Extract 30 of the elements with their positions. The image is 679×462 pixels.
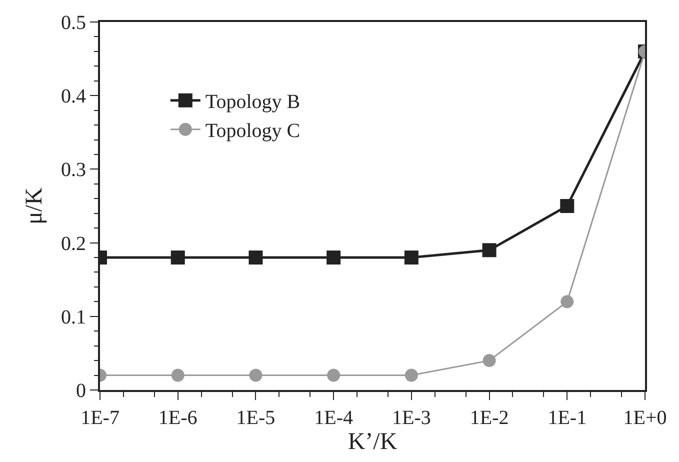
y-tick-label: 0.4 [61,86,86,108]
y-axis-title: μ/K [22,186,48,224]
x-axis-title: K’/K [348,429,398,455]
y-tick-label: 0.2 [61,232,86,255]
point [248,250,263,265]
x-tick-label: 1E-4 [314,407,354,429]
point [404,368,418,382]
legend-label: Topology C [205,120,300,142]
y-tick-label: 0 [76,380,86,402]
x-tick-label: 1E+0 [623,407,667,429]
legend-label: Topology B [205,91,300,114]
x-tick-label: 1E-7 [80,407,120,429]
x-tick-label: 1E-1 [548,407,587,429]
point [327,368,340,382]
point [482,354,496,368]
point [482,243,496,258]
x-tick-label: 1E-5 [236,407,276,429]
point [326,250,341,265]
point [560,199,574,213]
y-tick-label: 0.1 [61,306,86,328]
x-tick-label: 1E-6 [158,407,198,429]
y-tick-label: 0.3 [61,159,86,182]
point [404,250,418,265]
point [249,368,262,382]
point [171,368,184,382]
point [170,250,185,265]
x-tick-label: 1E-2 [470,407,509,429]
point [560,295,574,308]
x-tick-label: 1E-3 [392,407,431,429]
y-tick-label: 0.5 [61,12,86,34]
